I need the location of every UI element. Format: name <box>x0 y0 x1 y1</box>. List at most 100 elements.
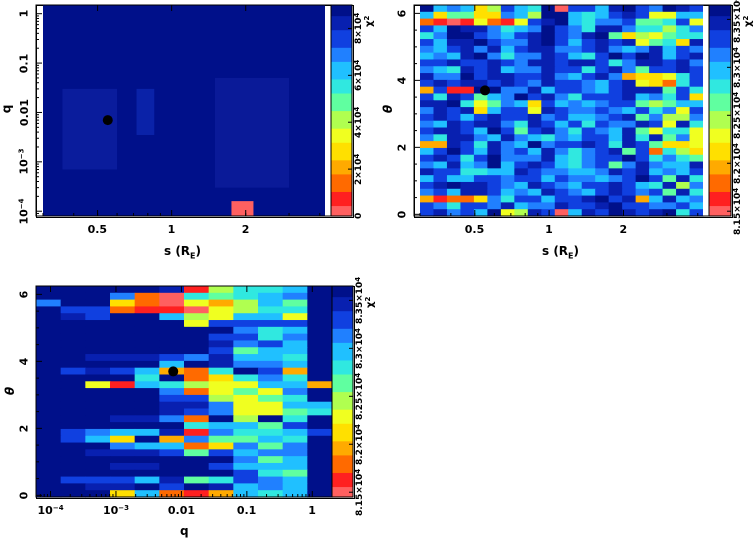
y-tick-label: 2 <box>17 424 31 433</box>
heatmap-cell <box>622 107 637 115</box>
heatmap-cell <box>500 147 515 156</box>
heatmap-cell <box>487 134 502 142</box>
heatmap-cell <box>554 18 569 27</box>
heatmap-cell <box>635 25 650 33</box>
heatmap-cell <box>622 141 637 149</box>
heatmap-cell <box>676 59 691 67</box>
colorbar-segment <box>331 145 352 150</box>
heatmap-cell <box>487 5 502 13</box>
colorbar-segment <box>332 352 353 357</box>
heatmap-cell <box>554 202 569 210</box>
heatmap-cell <box>581 79 596 88</box>
heatmap-cell <box>487 161 502 169</box>
heatmap-cell <box>541 5 556 13</box>
heatmap-cell <box>60 442 86 450</box>
heatmap-cell <box>282 394 308 403</box>
heatmap-cell <box>649 18 664 27</box>
colorbar-segment <box>709 8 731 13</box>
heatmap-cell <box>635 120 650 129</box>
heatmap-cell <box>433 52 448 61</box>
heatmap-cell <box>134 313 160 321</box>
heatmap-cell <box>307 286 333 294</box>
heatmap-cell <box>527 93 542 101</box>
heatmap-cell <box>568 120 583 129</box>
colorbar-segment <box>709 170 731 175</box>
heatmap-cell <box>527 209 542 217</box>
heatmap-cell <box>676 113 691 122</box>
heatmap-cell <box>608 100 623 108</box>
heatmap-cell <box>36 422 62 430</box>
heatmap-cell <box>676 25 691 33</box>
heatmap-cell <box>258 408 284 416</box>
heatmap-cell <box>473 195 488 203</box>
heatmap-cell <box>608 168 623 176</box>
colorbar-segment <box>332 426 353 431</box>
heatmap-cell <box>258 435 284 444</box>
heatmap-cell <box>500 25 515 33</box>
heatmap-cell <box>595 120 610 129</box>
heatmap-cell <box>649 161 664 169</box>
heatmap-cell <box>446 66 462 74</box>
heatmap-cell <box>420 25 435 33</box>
heatmap-cell <box>635 79 650 88</box>
best-fit-marker <box>168 366 179 377</box>
heatmap-cell <box>258 469 284 478</box>
heatmap-cell <box>36 415 62 423</box>
colorbar-segment <box>709 191 731 196</box>
heatmap-cell <box>649 113 664 122</box>
heatmap-cell <box>554 134 569 142</box>
heatmap-cell <box>258 401 284 410</box>
heatmap-cell <box>307 422 333 430</box>
heatmap-cell <box>134 449 160 457</box>
heatmap-cell <box>85 422 111 430</box>
heatmap-cell <box>460 66 475 74</box>
colorbar-segment <box>709 50 731 55</box>
heatmap-cell <box>527 11 542 20</box>
colorbar-segment <box>331 26 352 31</box>
heatmap-cell <box>110 360 136 369</box>
heatmap-cell <box>662 195 677 203</box>
heatmap-cell <box>635 107 650 115</box>
heatmap-cell <box>473 188 488 197</box>
heatmap-cell <box>487 66 502 74</box>
heatmap-cell <box>608 66 623 74</box>
colorbar-segment <box>709 103 731 108</box>
heatmap-cell <box>307 456 333 464</box>
heatmap-cell <box>184 490 210 498</box>
heatmap-cell <box>608 120 623 129</box>
colorbar-segment <box>709 78 731 83</box>
heatmap-cell <box>159 286 185 294</box>
heatmap-cell <box>527 202 542 210</box>
heatmap-cell <box>487 147 502 156</box>
colorbar-segment <box>709 166 731 171</box>
heatmap-cell <box>208 490 234 498</box>
heatmap-cell <box>514 202 529 210</box>
heatmap-cell <box>282 286 308 294</box>
heatmap-cell <box>208 374 234 382</box>
heatmap-cell <box>527 127 542 135</box>
heatmap-cell <box>635 141 650 149</box>
heatmap-cell <box>433 161 448 169</box>
heatmap-cell <box>568 18 583 27</box>
colorbar-segment <box>331 159 352 164</box>
heatmap-cell <box>568 202 583 210</box>
colorbar-segment <box>331 170 352 175</box>
heatmap-cell <box>581 59 596 67</box>
colorbar-segment <box>332 405 353 410</box>
heatmap-cell <box>554 93 569 101</box>
heatmap-cell <box>581 100 596 108</box>
colorbar-segment <box>709 47 731 52</box>
heatmap-cell <box>85 286 111 294</box>
heatmap-cell <box>233 299 259 308</box>
heatmap-cell <box>689 127 704 135</box>
heatmap-cell <box>433 25 448 33</box>
heatmap-cell <box>420 195 435 203</box>
heatmap-cell <box>514 175 529 183</box>
heatmap-cell <box>208 462 234 471</box>
colorbar-segment <box>331 124 352 129</box>
heatmap-cell <box>527 181 542 190</box>
heatmap-cell <box>233 326 259 335</box>
heatmap-cell <box>420 188 435 197</box>
heatmap-cell <box>282 428 308 437</box>
heatmap-cell <box>635 202 650 210</box>
